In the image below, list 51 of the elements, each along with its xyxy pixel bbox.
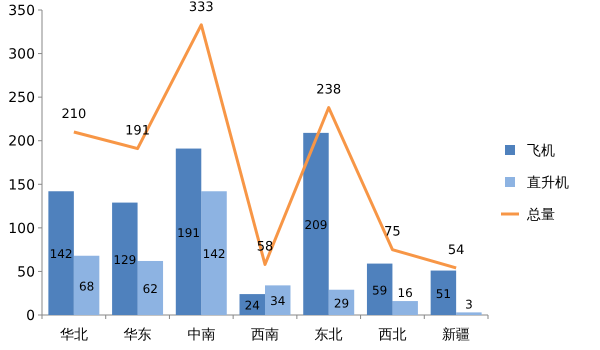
bar [201, 191, 227, 315]
data-label: 142 [202, 247, 226, 262]
bar [240, 294, 265, 315]
data-label: 210 [61, 107, 86, 122]
y-tick-label: 300 [8, 46, 35, 63]
x-tick-label: 东北 [314, 327, 343, 343]
x-tick-label: 华北 [60, 327, 88, 343]
bar [48, 191, 74, 315]
legend-label: 飞机 [527, 143, 555, 159]
data-label: 24 [244, 298, 260, 313]
x-tick-label: 华东 [124, 327, 152, 343]
data-label: 142 [50, 247, 73, 262]
bar [176, 148, 202, 315]
y-tick-label: 200 [8, 134, 35, 150]
data-label: 16 [398, 286, 413, 300]
y-tick-label: 0 [26, 308, 35, 324]
bar [303, 132, 329, 315]
data-label: 54 [448, 242, 464, 258]
data-label: 129 [113, 252, 136, 267]
x-tick-label: 新疆 [442, 327, 470, 343]
bar [366, 264, 392, 315]
y-tick-label: 250 [8, 90, 35, 106]
bar [138, 260, 164, 315]
data-label: 3 [465, 297, 473, 312]
data-label: 34 [270, 294, 286, 308]
data-label: 238 [316, 82, 342, 98]
data-label: 191 [177, 226, 200, 240]
data-label: 59 [372, 283, 388, 298]
data-label: 333 [188, 0, 214, 15]
bar [430, 270, 456, 315]
data-label: 51 [436, 286, 452, 301]
bar [74, 256, 100, 315]
x-tick-label: 西南 [251, 327, 279, 343]
legend-label: 直升机 [527, 175, 569, 191]
data-label: 68 [78, 279, 94, 294]
bar [328, 290, 354, 315]
bar [392, 301, 418, 315]
bar [265, 285, 290, 315]
data-label: 62 [142, 282, 158, 296]
bar [112, 202, 138, 315]
legend-label: 总量 [526, 207, 555, 223]
bar [456, 312, 482, 315]
y-tick-label: 100 [8, 220, 35, 237]
x-tick-label: 西北 [378, 327, 406, 343]
y-tick-label: 150 [8, 177, 35, 194]
y-tick-label: 50 [17, 264, 35, 280]
data-label: 29 [334, 296, 350, 310]
data-label: 75 [384, 224, 401, 240]
y-tick-label: 350 [8, 3, 35, 19]
x-tick-label: 中南 [187, 327, 216, 343]
data-label: 209 [304, 218, 328, 232]
